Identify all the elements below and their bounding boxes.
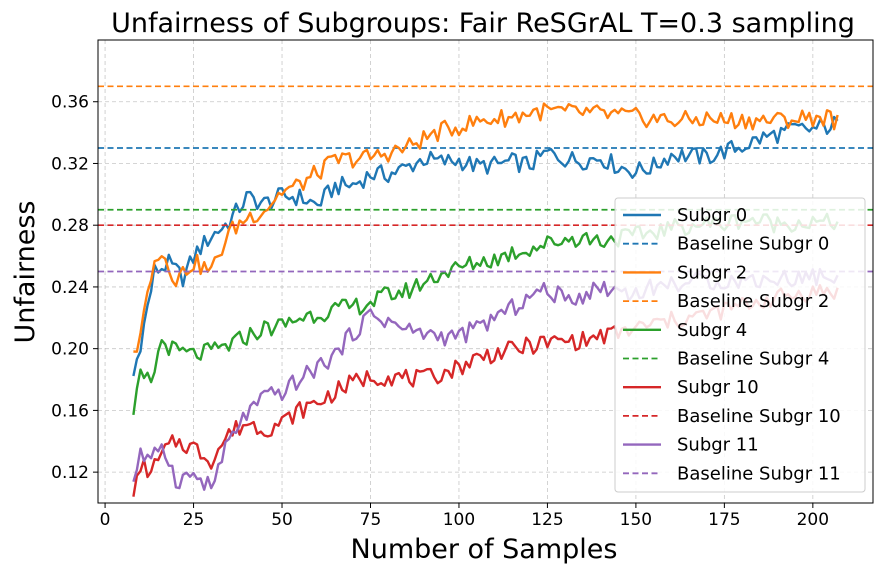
y-tick-label: 0.32 bbox=[51, 154, 89, 174]
x-tick-label: 75 bbox=[360, 510, 382, 530]
legend-label: Baseline Subgr 10 bbox=[677, 406, 841, 427]
x-tick-label: 0 bbox=[100, 510, 111, 530]
series-layer bbox=[98, 85, 873, 497]
x-tick-label: 175 bbox=[708, 510, 740, 530]
y-tick-label: 0.12 bbox=[51, 463, 89, 483]
x-tick-label: 150 bbox=[620, 510, 652, 530]
x-tick-label: 200 bbox=[797, 510, 829, 530]
legend-label: Baseline Subgr 11 bbox=[677, 463, 841, 484]
x-axis-label: Number of Samples bbox=[351, 534, 618, 565]
legend-label: Baseline Subgr 0 bbox=[677, 234, 829, 255]
legend-box bbox=[614, 197, 866, 493]
legend: Subgr 0 Baseline Subgr 0 Subgr 2 Baseline S… bbox=[614, 197, 866, 493]
legend-label: Baseline Subgr 2 bbox=[677, 291, 829, 312]
x-tick-label: 25 bbox=[183, 510, 205, 530]
legend-label: Subgr 2 bbox=[677, 262, 747, 283]
y-axis-label: Unfairness bbox=[10, 201, 41, 344]
axis-ticks: 0 25 50 75 100 125 150 175 200 0.12 0.16 0.20 0.24 0.… bbox=[51, 93, 829, 530]
legend-label: Baseline Subgr 4 bbox=[677, 349, 829, 370]
x-tick-label: 125 bbox=[531, 510, 563, 530]
y-tick-label: 0.36 bbox=[51, 93, 89, 113]
plot-frame bbox=[97, 39, 874, 504]
x-tick-label: 100 bbox=[443, 510, 475, 530]
y-tick-label: 0.16 bbox=[51, 401, 89, 421]
chart-title: Unfairness of Subgroups: Fair ReSGrAL T=… bbox=[111, 8, 855, 39]
legend-label: Subgr 10 bbox=[677, 377, 759, 398]
series-line bbox=[133, 102, 839, 353]
x-tick-label: 50 bbox=[271, 510, 293, 530]
y-tick-label: 0.28 bbox=[51, 216, 89, 236]
y-tick-label: 0.24 bbox=[51, 278, 89, 298]
legend-label: Subgr 4 bbox=[677, 320, 747, 341]
y-tick-label: 0.20 bbox=[51, 340, 89, 360]
legend-label: Subgr 0 bbox=[677, 205, 747, 226]
legend-label: Subgr 11 bbox=[677, 435, 759, 456]
